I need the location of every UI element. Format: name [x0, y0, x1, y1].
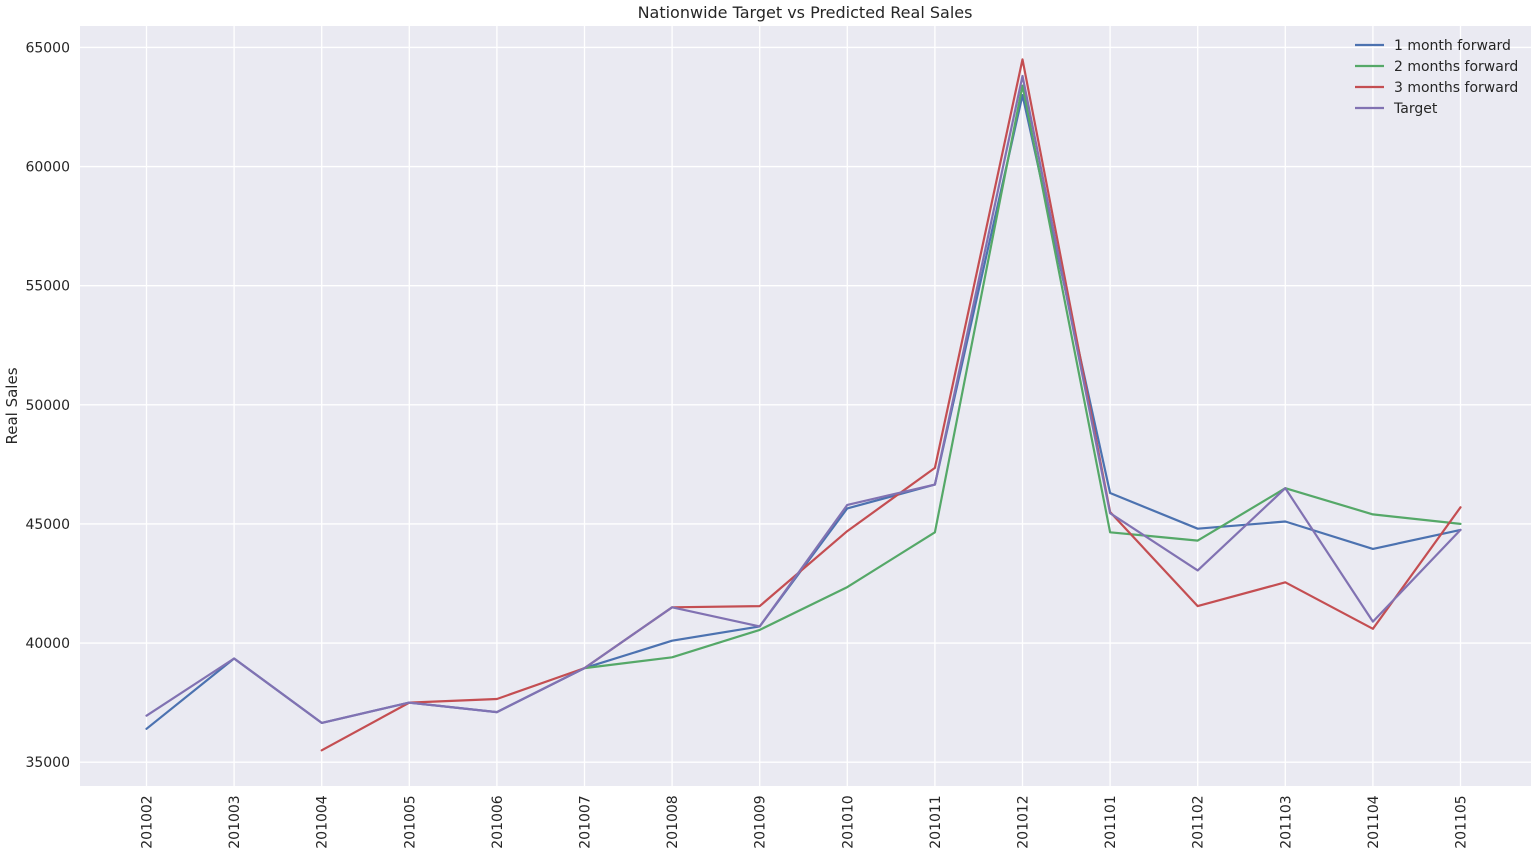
x-tick-label: 201003	[227, 795, 243, 848]
x-tick-label: 201101	[1103, 795, 1119, 848]
y-tick-label: 65000	[25, 40, 70, 56]
legend-label: 3 months forward	[1394, 80, 1518, 96]
series-line-3-months-forward	[320, 58, 1462, 752]
x-tick-label: 201008	[665, 795, 681, 848]
legend-label: 1 month forward	[1394, 38, 1511, 54]
y-axis-label: Real Sales	[3, 367, 21, 444]
series-line-target	[145, 74, 1462, 724]
x-tick-label: 201103	[1278, 795, 1294, 848]
legend: 1 month forward 2 months forward 3 months …	[1355, 38, 1518, 117]
x-tick-label: 201007	[578, 795, 594, 848]
x-tick-label: 201005	[402, 795, 418, 848]
x-tick-label: 201102	[1191, 795, 1207, 848]
y-tick-label: 50000	[25, 398, 70, 414]
axis-ticks: 35000 40000 45000 50000 55000 60000 65000 20100…	[25, 40, 1469, 848]
y-tick-label: 35000	[25, 755, 70, 771]
legend-label: 2 months forward	[1394, 59, 1518, 75]
legend-label: Target	[1393, 101, 1438, 117]
y-tick-label: 55000	[25, 279, 70, 295]
y-tick-label: 45000	[25, 517, 70, 533]
grid-lines	[80, 26, 1531, 786]
x-tick-label: 201009	[753, 795, 769, 848]
x-tick-label: 201104	[1366, 795, 1382, 849]
x-tick-label: 201011	[928, 795, 944, 848]
x-tick-label: 201012	[1016, 795, 1032, 848]
x-tick-label: 201004	[315, 795, 331, 849]
chart-title: Nationwide Target vs Predicted Real Sale…	[638, 3, 973, 22]
x-tick-label: 201105	[1454, 795, 1470, 848]
y-tick-label: 60000	[25, 160, 70, 176]
series-lines	[145, 58, 1462, 752]
x-tick-label: 201002	[140, 795, 156, 848]
y-tick-label: 40000	[25, 636, 70, 652]
x-tick-label: 201006	[490, 795, 506, 849]
series-line-2-months-forward	[583, 84, 1462, 670]
plot-background	[80, 26, 1531, 786]
x-tick-label: 201010	[840, 795, 856, 848]
